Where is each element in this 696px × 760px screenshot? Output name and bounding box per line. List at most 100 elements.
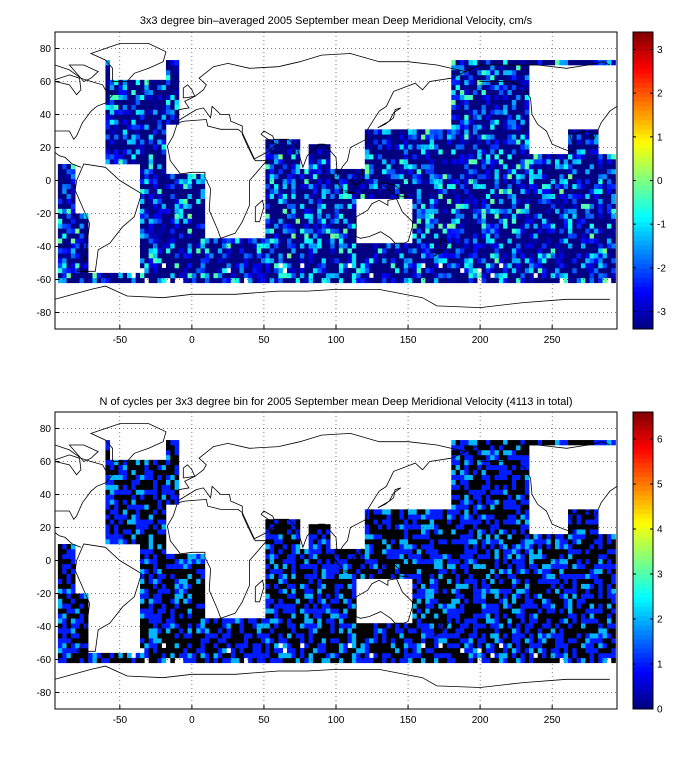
velocity-bin-cell <box>312 168 318 175</box>
cycle-count-bin-cell <box>291 583 296 589</box>
velocity-bin-cell <box>511 183 517 190</box>
velocity-bin-cell <box>472 89 478 95</box>
cycle-count-bin-cell <box>291 593 296 599</box>
velocity-bin-cell <box>572 272 577 279</box>
velocity-bin-cell <box>468 213 474 219</box>
velocity-bin-cell <box>485 253 491 259</box>
cycle-count-bin-cell <box>187 643 193 649</box>
velocity-colorbar-swatch <box>633 78 653 84</box>
cycle-count-bin-cell <box>161 657 167 664</box>
velocity-bin-cell <box>57 253 63 259</box>
velocity-bin-cell <box>529 183 534 190</box>
velocity-bin-cell <box>421 203 426 209</box>
velocity-bin-cell <box>498 99 504 105</box>
velocity-bin-cell <box>537 228 543 234</box>
velocity-bin-cell <box>217 258 223 264</box>
velocity-bin-cell <box>299 253 305 259</box>
cycle-count-bin-cell <box>312 553 318 560</box>
velocity-bin-cell <box>533 178 539 185</box>
velocity-bin-cell <box>75 258 80 264</box>
cycle-count-bin-cell <box>170 613 175 619</box>
velocity-coastline <box>465 61 610 72</box>
cycle-count-bin-cell <box>351 548 357 555</box>
velocity-bin-cell <box>455 84 461 91</box>
cycle-count-bin-cell <box>213 657 219 664</box>
cycle-count-bin-cell <box>334 578 340 584</box>
velocity-bin-cell <box>338 223 344 229</box>
velocity-bin-cell <box>598 253 603 259</box>
velocity-bin-cell <box>127 149 132 155</box>
velocity-bin-cell <box>140 164 145 170</box>
velocity-bin-cell <box>524 104 530 110</box>
cycle-count-bin-cell <box>57 643 63 649</box>
velocity-bin-cell <box>317 173 322 180</box>
cycle-count-bin-cell <box>161 548 167 555</box>
velocity-bin-cell <box>295 208 301 214</box>
velocity-bin-cell <box>468 154 474 160</box>
velocity-bin-cell <box>403 159 409 165</box>
cycle-count-bin-cell <box>278 524 283 530</box>
velocity-bin-cell <box>364 183 370 190</box>
velocity-bin-cell <box>459 159 465 165</box>
velocity-bin-cell <box>265 253 271 259</box>
velocity-bin-cell <box>511 109 517 115</box>
velocity-bin-cell <box>157 213 162 219</box>
cycle-count-bin-cell <box>178 608 184 614</box>
velocity-bin-cell <box>66 198 72 204</box>
velocity-bin-cell <box>572 258 577 264</box>
velocity-bin-cell <box>144 193 149 199</box>
cycle-count-bin-cell <box>204 647 210 654</box>
velocity-bin-cell <box>321 258 327 264</box>
velocity-y-tick-label: 60 <box>40 77 52 88</box>
cycle-count-bin-cell <box>217 657 223 664</box>
velocity-bin-cell <box>174 208 180 214</box>
cycle-count-bin-cell <box>140 459 145 466</box>
velocity-bin-cell <box>498 84 504 91</box>
cycle-count-bin-cell <box>83 623 89 629</box>
velocity-bin-cell <box>477 228 482 234</box>
cycle-count-bin-cell <box>213 643 219 649</box>
velocity-bin-cell <box>386 129 392 135</box>
velocity-bin-cell <box>269 213 275 219</box>
cycle-count-bin-cell <box>152 509 158 515</box>
velocity-bin-cell <box>105 94 111 100</box>
velocity-bin-cell <box>477 223 482 229</box>
velocity-bin-cell <box>360 253 366 259</box>
cycle-count-bin-cell <box>325 598 331 604</box>
velocity-bin-cell <box>507 263 513 269</box>
velocity-bin-cell <box>399 154 405 160</box>
velocity-bin-cell <box>537 213 543 219</box>
velocity-bin-cell <box>373 267 379 274</box>
cycle-count-bin-cell <box>140 598 145 604</box>
velocity-bin-cell <box>555 277 560 284</box>
velocity-bin-cell <box>477 79 482 86</box>
velocity-bin-cell <box>542 188 547 194</box>
velocity-bin-cell <box>559 263 564 269</box>
cycle-count-bin-cell <box>170 618 175 624</box>
cycle-count-bin-cell <box>317 652 322 659</box>
velocity-bin-cell <box>291 168 296 175</box>
velocity-bin-cell <box>529 60 534 66</box>
cycle-count-bin-cell <box>325 534 331 540</box>
velocity-bin-cell <box>178 253 184 259</box>
velocity-bin-cell <box>178 203 184 209</box>
velocity-bin-cell <box>200 178 206 185</box>
cycle-count-bin-cell <box>140 633 145 639</box>
velocity-bin-cell <box>542 198 547 204</box>
velocity-bin-cell <box>291 223 296 229</box>
velocity-bin-cell <box>511 178 517 185</box>
velocity-bin-cell <box>408 134 413 140</box>
velocity-bin-cell <box>524 267 530 274</box>
velocity-bin-cell <box>148 168 154 175</box>
velocity-bin-cell <box>170 208 175 214</box>
cycle-count-bin-cell <box>118 509 124 515</box>
velocity-bin-cell <box>200 277 206 284</box>
velocity-bin-cell <box>148 277 154 284</box>
velocity-bin-cell <box>347 233 353 239</box>
velocity-bin-cell <box>157 139 162 145</box>
velocity-bin-cell <box>299 183 305 190</box>
velocity-bin-cell <box>520 183 526 190</box>
velocity-bin-cell <box>459 149 465 155</box>
cycle-count-bin-cell <box>191 558 197 565</box>
velocity-bin-cell <box>248 238 253 244</box>
